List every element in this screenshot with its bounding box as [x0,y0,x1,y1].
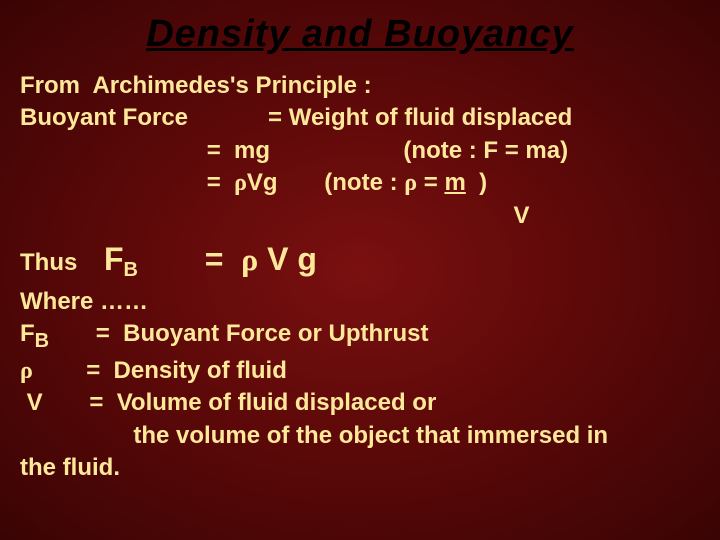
def-fb-text: = Buoyant Force or Upthrust [49,320,428,347]
txt-thus: Thus [20,249,77,276]
line-formula: Thus FB = ρ V g [20,238,700,284]
txt-note-open: (note : [324,169,404,196]
spacer [20,137,207,164]
line-buoyant: Buoyant Force = Weight of fluid displace… [20,102,700,134]
txt-eq: = [207,169,234,196]
spacer [188,104,268,131]
formula-vg: V g [258,241,317,277]
line-def-v: V = Volume of fluid displaced or [20,387,700,419]
spacer [20,169,207,196]
line-v-denom: V [20,200,700,232]
def-B-sub: B [35,330,49,352]
spacer [278,169,325,196]
txt-m-underline: m [444,169,465,196]
line-def-rho: ρ = Density of fluid [20,355,700,387]
line-rhovg: = ρVg (note : ρ = m ) [20,167,700,199]
txt-mg: = mg [207,137,270,164]
slide-body: From Archimedes's Principle : Buoyant Fo… [20,70,700,485]
def-rho-text: = Density of fluid [33,357,287,384]
spacer [20,202,513,229]
spacer [138,249,205,276]
txt-eq2: = [417,169,444,196]
slide-container: Density and Buoyancy From Archimedes's P… [0,0,720,540]
line-def-fb: FB = Buoyant Force or Upthrust [20,318,700,355]
line-def-v2: the volume of the object that immersed i… [20,420,700,452]
txt-note-fma: (note : F = ma) [403,137,568,164]
slide-title: Density and Buoyancy [20,13,700,56]
formula-eq: = [205,241,241,277]
line-from: From Archimedes's Principle : [20,70,700,102]
rho-symbol: ρ [234,170,247,196]
txt-vg: Vg [247,169,278,196]
spacer [270,137,403,164]
line-mg: = mg (note : F = ma) [20,135,700,167]
txt-weight-fluid: = Weight of fluid displaced [268,104,572,131]
formula-F: F [104,241,124,277]
line-where: Where …… [20,286,700,318]
txt-note-close: ) [466,169,487,196]
def-F: F [20,320,35,347]
def-rho: ρ [20,358,33,384]
rho-symbol-2: ρ [404,170,417,196]
line-def-v3: the fluid. [20,452,700,484]
formula-rho: ρ [241,241,258,277]
txt-buoyant-force: Buoyant Force [20,104,188,131]
formula-B-sub: B [124,259,138,281]
txt-v: V [513,202,529,229]
spacer [77,249,104,276]
